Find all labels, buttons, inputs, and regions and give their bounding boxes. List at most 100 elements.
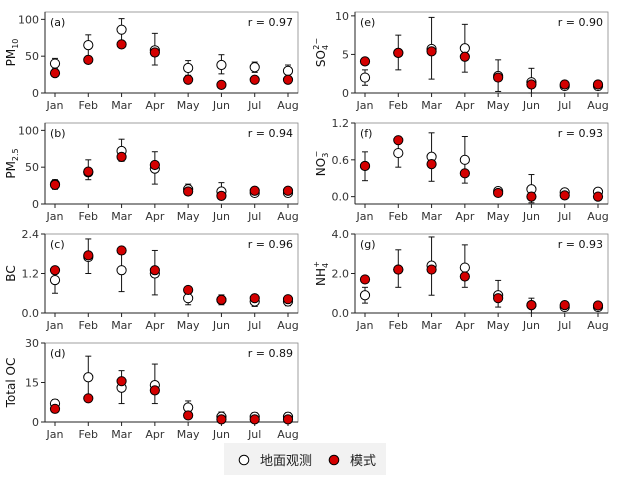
legend-model-marker xyxy=(328,454,340,466)
model-point xyxy=(426,46,437,57)
panel-g: 0.0 2.0 4.0 Jan Feb Mar Apr May Jun Jul Aug NH4+ (g)… xyxy=(312,228,609,332)
model-point xyxy=(493,187,504,199)
y-tick-label: 0 xyxy=(32,416,39,429)
x-tick-label: Mar xyxy=(421,210,442,223)
model-point xyxy=(393,264,404,275)
y-axis-label: BC xyxy=(4,265,18,281)
x-tick-label: Aug xyxy=(587,210,608,223)
obs-point xyxy=(459,262,470,273)
model-point xyxy=(359,274,371,285)
y-axis-label: PM2.5 xyxy=(4,148,20,178)
model-point xyxy=(116,39,127,50)
x-tick-label: Feb xyxy=(79,99,98,112)
obs-point xyxy=(183,62,194,74)
obs-point xyxy=(216,59,227,71)
x-tick-label: Apr xyxy=(145,210,165,223)
y-tick-label: 10 xyxy=(335,10,349,23)
y-tick-label: 2.4 xyxy=(22,228,40,241)
x-tick-label: Jan xyxy=(46,210,64,223)
x-tick-label: Jun xyxy=(522,210,540,223)
obs-point xyxy=(249,62,260,73)
y-axis-label-main: SO xyxy=(314,50,328,67)
y-axis-label-main: PM xyxy=(4,161,18,179)
y-tick-label: 0 xyxy=(32,198,39,211)
y-tick-label: 30 xyxy=(25,337,39,350)
x-tick-label: Jul xyxy=(557,210,571,223)
model-point xyxy=(116,151,127,162)
model-point xyxy=(592,79,604,90)
model-point xyxy=(83,166,94,177)
x-tick-label: Aug xyxy=(277,319,298,332)
x-tick-label: Feb xyxy=(389,319,408,332)
y-axis-label-superscript: + xyxy=(312,261,321,268)
panel-label: (f) xyxy=(360,127,372,140)
r-value-label: r = 0.96 xyxy=(248,238,293,251)
model-point xyxy=(183,186,194,197)
model-point xyxy=(592,300,604,311)
x-tick-label: Apr xyxy=(145,319,165,332)
y-axis-label-superscript: 2− xyxy=(312,38,321,50)
model-point xyxy=(49,265,61,276)
model-point xyxy=(149,159,160,171)
y-tick-label: 5 xyxy=(342,48,349,61)
x-tick-label: Feb xyxy=(79,319,98,332)
x-tick-label: Aug xyxy=(587,319,608,332)
model-point xyxy=(183,410,194,421)
x-tick-label: Mar xyxy=(421,319,442,332)
x-tick-label: Mar xyxy=(111,210,132,223)
y-tick-label: 2.0 xyxy=(332,268,350,281)
model-point xyxy=(493,293,504,304)
model-point xyxy=(559,190,570,201)
panel-label: (e) xyxy=(360,16,375,29)
r-value-label: r = 0.93 xyxy=(558,238,603,251)
model-point xyxy=(426,159,437,170)
y-axis-label-subscript: 10 xyxy=(11,39,20,49)
y-tick-label: 50 xyxy=(25,161,39,174)
model-point xyxy=(216,79,227,91)
model-point xyxy=(116,376,127,387)
x-tick-label: Apr xyxy=(145,99,165,112)
x-tick-label: Jan xyxy=(46,319,64,332)
x-tick-label: Feb xyxy=(79,428,98,441)
y-axis-label-subscript: 3 xyxy=(321,153,330,158)
obs-point xyxy=(282,65,294,77)
x-tick-label: May xyxy=(487,319,510,332)
x-tick-label: Feb xyxy=(389,99,408,112)
x-tick-label: Apr xyxy=(455,319,475,332)
model-point xyxy=(183,284,194,296)
y-axis-label-subscript: 4 xyxy=(321,45,330,50)
y-axis-label: NH4+ xyxy=(312,261,330,286)
model-point xyxy=(526,191,537,202)
y-tick-label: 0.0 xyxy=(332,307,350,320)
model-point xyxy=(459,51,470,62)
x-tick-label: Jun xyxy=(212,210,230,223)
y-tick-label: 0 xyxy=(342,87,349,100)
y-tick-label: 15 xyxy=(25,377,39,390)
obs-point xyxy=(83,372,94,383)
model-point xyxy=(249,414,260,425)
panel-a: 0 50 100 Jan Feb Mar Apr May Jun Jul Aug PM10 (a) r =… xyxy=(4,11,299,112)
y-tick-label: 0.6 xyxy=(332,154,350,167)
legend-obs-marker xyxy=(238,454,250,466)
r-value-label: r = 0.93 xyxy=(558,127,603,140)
y-axis-label: NO3− xyxy=(312,151,330,176)
model-point xyxy=(282,414,294,425)
model-point xyxy=(116,245,127,256)
model-point xyxy=(359,56,371,67)
x-tick-label: Jan xyxy=(356,319,374,332)
model-point xyxy=(459,168,470,179)
y-axis-label: SO42− xyxy=(312,38,330,67)
legend: 地面观测 模式 xyxy=(224,443,386,475)
y-tick-label: 0.0 xyxy=(332,191,350,204)
x-tick-label: May xyxy=(177,319,200,332)
model-point xyxy=(459,271,470,282)
model-point xyxy=(249,293,260,304)
legend-model-label: 模式 xyxy=(350,454,376,469)
y-tick-label: 1.2 xyxy=(22,268,40,281)
panel-label: (g) xyxy=(360,238,376,251)
y-axis-label-main: NO xyxy=(314,158,328,176)
obs-point xyxy=(116,24,127,35)
model-point xyxy=(426,264,437,275)
